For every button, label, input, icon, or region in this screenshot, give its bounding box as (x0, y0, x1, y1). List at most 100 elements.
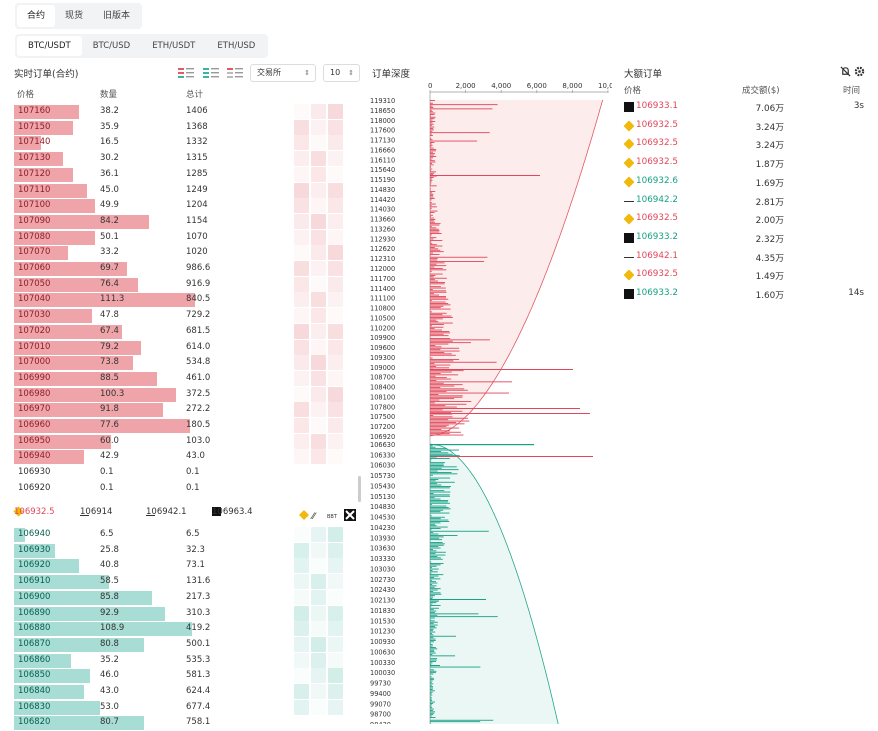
x-tick-label: 4,000 (491, 82, 511, 90)
ask-level-bar (430, 156, 436, 157)
heat-cell (294, 371, 309, 386)
ask-level-bar (430, 402, 435, 403)
row-total: 1204 (186, 200, 208, 210)
bid-level-bar (430, 472, 452, 473)
mute-bell-icon[interactable] (840, 66, 851, 77)
ask-level-bar (430, 388, 464, 389)
ask-level-bar (430, 323, 453, 324)
y-tick-label: 108100 (370, 393, 395, 401)
tab-0[interactable]: 合约 (17, 5, 55, 27)
view-both-icon[interactable] (203, 67, 219, 79)
heat-cell (311, 120, 326, 135)
heat-cell (294, 700, 309, 715)
depth-select[interactable]: 10⇕ (323, 64, 360, 82)
okx-icon (624, 102, 634, 112)
ask-level-bar (430, 296, 446, 297)
pair-tab-eth-usd[interactable]: ETH/USD (206, 36, 266, 56)
row-total: 180.5 (186, 420, 210, 430)
bid-level-bar (430, 511, 441, 512)
ask-level-bar (430, 148, 434, 149)
bid-level-bar (430, 497, 435, 498)
ask-level-bar (430, 342, 471, 343)
ask-level-bar (430, 416, 453, 417)
gear-icon[interactable] (854, 66, 865, 77)
heat-cell (311, 621, 326, 636)
ask-level-bar (430, 348, 459, 349)
x-tick-label: 8,000 (562, 82, 582, 90)
ask-level-bar (430, 405, 445, 406)
big-col-price: 价格 (624, 84, 641, 96)
y-tick-label: 105130 (370, 493, 395, 501)
bid-level-bar (430, 465, 444, 466)
y-tick-label: 109300 (370, 354, 395, 362)
row-price: 107110 (18, 185, 50, 195)
pair-tab-btc-usd[interactable]: BTC/USD (82, 36, 142, 56)
row-price: 106860 (18, 655, 50, 665)
view-asks-icon[interactable] (178, 67, 194, 79)
heat-cell (294, 449, 309, 464)
col-header-total: 总计 (186, 88, 203, 100)
row-qty: 6.5 (100, 529, 114, 539)
bid-level-bar (430, 485, 441, 486)
bid-level-bar (430, 492, 450, 493)
ask-level-bar (430, 345, 435, 346)
bid-level-bar (430, 574, 443, 575)
bid-level-bar (430, 643, 431, 644)
y-tick-label: 100630 (370, 648, 395, 656)
heat-cell (311, 574, 326, 589)
ask-level-bar (430, 383, 444, 384)
big-order-value: 2.81万 (756, 195, 784, 208)
y-tick-label: 109000 (370, 364, 395, 372)
tab-2[interactable]: 旧版本 (93, 5, 140, 27)
bid-level-bar (430, 518, 441, 519)
ask-level-bar (430, 346, 442, 347)
row-price: 107160 (18, 106, 50, 116)
ask-level-bar (430, 121, 435, 122)
bid-level-bar (430, 623, 434, 624)
bid-wall-bar (430, 665, 440, 666)
big-order-price: 106932.5 (636, 138, 678, 148)
bid-level-bar (430, 692, 433, 693)
bid-level-bar (430, 598, 432, 599)
ask-level-bar (430, 307, 441, 308)
pair-tab-eth-usdt[interactable]: ETH/USDT (141, 36, 206, 56)
okx-icon (344, 509, 356, 521)
view-bids-icon[interactable] (227, 67, 243, 79)
bid-level-bar (430, 629, 434, 630)
row-total: 0.1 (186, 467, 200, 477)
bid-level-bar (430, 622, 438, 623)
ask-level-bar (430, 430, 450, 431)
orderbook-scrollbar[interactable] (358, 476, 361, 502)
binance-icon (623, 270, 634, 281)
heat-cell (311, 292, 326, 307)
bid-level-bar (430, 538, 439, 539)
exchange-select[interactable]: 交易所⇕ (250, 64, 316, 82)
ask-level-bar (430, 332, 450, 333)
tab-1[interactable]: 现货 (55, 5, 93, 27)
bid-level-bar (430, 464, 444, 465)
row-price: 106850 (18, 670, 50, 680)
row-total: 729.2 (186, 310, 210, 320)
ask-level-bar (430, 225, 439, 226)
ask-level-bar (430, 134, 432, 135)
pair-tab-btc-usdt[interactable]: BTC/USDT (17, 36, 82, 56)
y-tick-label: 108700 (370, 374, 395, 382)
exchange-price-value: 106932.5 (14, 507, 55, 517)
bid-level-bar (430, 620, 435, 621)
ask-level-bar (430, 205, 432, 206)
ask-level-bar (430, 227, 436, 228)
